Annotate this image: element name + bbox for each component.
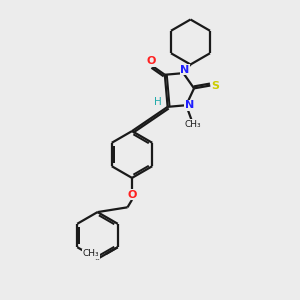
Text: CH₃: CH₃	[184, 120, 201, 129]
Text: CH₃: CH₃	[83, 250, 100, 259]
Text: N: N	[180, 64, 190, 74]
Text: S: S	[212, 80, 220, 91]
Text: H: H	[154, 98, 162, 107]
Text: O: O	[127, 190, 137, 200]
Text: O: O	[147, 56, 156, 66]
Text: N: N	[184, 100, 194, 110]
